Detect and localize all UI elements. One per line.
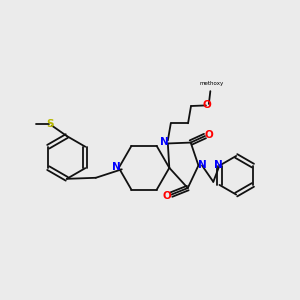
Text: N: N — [160, 137, 169, 147]
Text: O: O — [203, 100, 212, 110]
Text: N: N — [198, 160, 207, 170]
Text: O: O — [163, 191, 172, 201]
Text: N: N — [214, 160, 222, 170]
Text: methoxy: methoxy — [200, 81, 224, 86]
Text: S: S — [47, 119, 54, 129]
Text: N: N — [112, 162, 121, 172]
Text: O: O — [205, 130, 214, 140]
